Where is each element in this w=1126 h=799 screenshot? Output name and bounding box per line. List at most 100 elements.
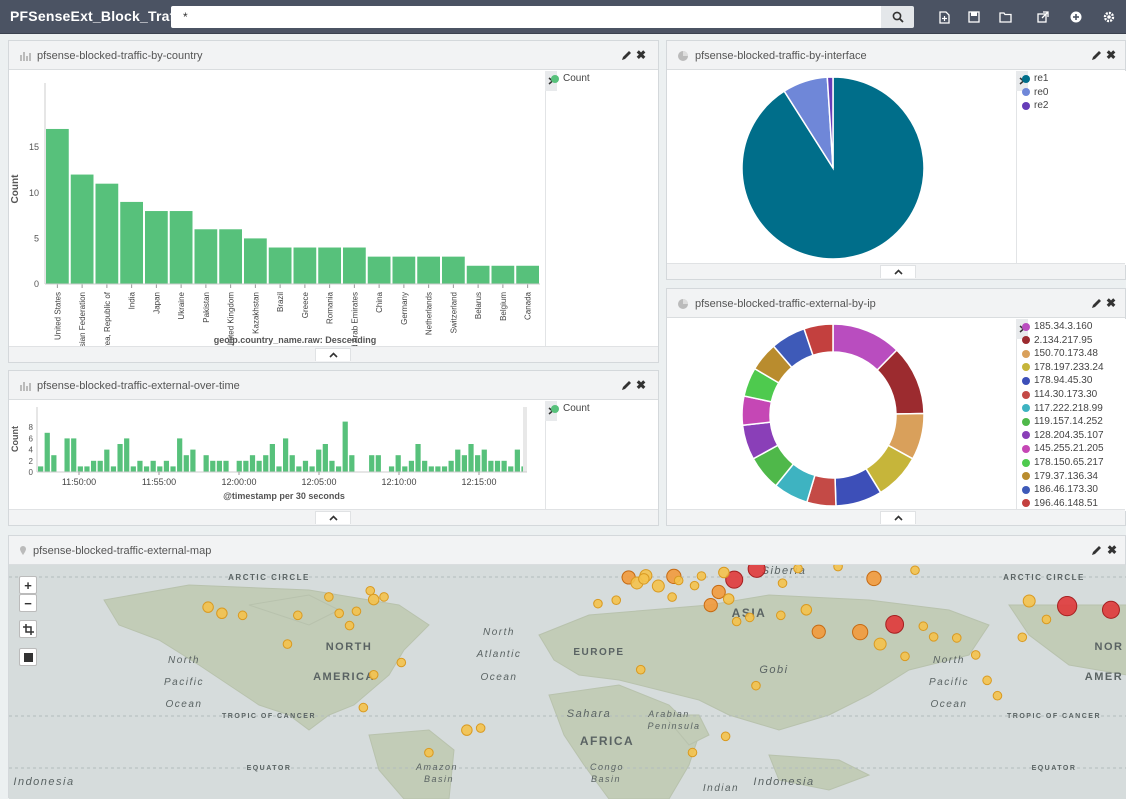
- legend-item[interactable]: 179.37.136.34: [1022, 471, 1098, 482]
- draw-rectangle-button[interactable]: [19, 648, 37, 666]
- collapse-toggle[interactable]: [880, 265, 916, 278]
- crop-button[interactable]: [19, 620, 37, 638]
- bar: [461, 455, 468, 472]
- close-icon[interactable]: ✖: [1107, 543, 1118, 557]
- panel-title: pfsense-blocked-traffic-external-by-ip: [695, 298, 876, 310]
- x-tick-label: Canada: [524, 291, 533, 320]
- bar: [335, 466, 342, 472]
- legend-item[interactable]: 196.46.148.51: [1022, 498, 1098, 509]
- legend-swatch: [1022, 336, 1030, 345]
- pencil-icon[interactable]: [621, 50, 632, 61]
- time-range-shade: [523, 407, 527, 472]
- save-icon[interactable]: [966, 9, 982, 25]
- new-dashboard-icon[interactable]: [936, 9, 952, 25]
- map-point: [720, 731, 731, 742]
- close-icon[interactable]: ✖: [636, 378, 647, 392]
- map-label: AMER: [1085, 671, 1123, 683]
- legend-item[interactable]: 114.30.173.30: [1022, 389, 1097, 400]
- panel-title: pfsense-blocked-traffic-by-interface: [695, 50, 867, 62]
- bar: [163, 460, 170, 472]
- bar: [415, 444, 421, 472]
- query-input[interactable]: [171, 6, 881, 28]
- legend-item[interactable]: Count: [551, 403, 590, 414]
- map-label: NOR: [1095, 641, 1124, 653]
- collapse-toggle[interactable]: [880, 511, 916, 524]
- legend-item[interactable]: 185.34.3.160: [1022, 321, 1092, 332]
- legend-item[interactable]: 128.204.35.107: [1022, 430, 1104, 441]
- x-tick-label: China: [375, 291, 384, 312]
- share-icon[interactable]: [1035, 9, 1051, 25]
- map-point: [703, 598, 718, 613]
- legend-item[interactable]: 145.255.21.205: [1022, 443, 1104, 454]
- bar: [157, 466, 163, 472]
- legend-label: re0: [1034, 86, 1049, 98]
- map-point: [344, 620, 355, 631]
- legend-item[interactable]: 178.197.233.24: [1022, 362, 1104, 373]
- x-tick-label: 11:55:00: [142, 477, 176, 487]
- map-point: [885, 614, 905, 634]
- map-point: [673, 575, 684, 586]
- legend-item[interactable]: 150.70.173.48: [1022, 348, 1098, 359]
- map-label: Ocean: [481, 672, 518, 683]
- map-point: [202, 601, 214, 613]
- bar: [64, 438, 70, 472]
- add-panel-icon[interactable]: [1068, 9, 1084, 25]
- bar: [375, 455, 381, 472]
- close-icon[interactable]: ✖: [1106, 48, 1117, 62]
- zoom-in-button[interactable]: +: [19, 576, 37, 594]
- pencil-icon[interactable]: [621, 380, 632, 391]
- close-icon[interactable]: ✖: [636, 48, 647, 62]
- x-tick-label: Korea, Republic of: [103, 291, 112, 349]
- y-tick-label: 0: [29, 468, 34, 477]
- map-label: ARCTIC CIRCLE: [1003, 573, 1085, 582]
- bar: [369, 455, 375, 472]
- interface-pie-chart: [741, 76, 925, 260]
- legend-item[interactable]: Count: [551, 73, 590, 84]
- open-icon[interactable]: [998, 9, 1014, 25]
- legend-swatch: [551, 404, 559, 413]
- options-icon[interactable]: [1101, 9, 1117, 25]
- close-icon[interactable]: ✖: [1106, 296, 1117, 310]
- map-point: [918, 621, 929, 632]
- legend-item[interactable]: 2.134.217.95: [1022, 335, 1092, 346]
- bar: [46, 128, 69, 284]
- pencil-icon[interactable]: [1091, 50, 1102, 61]
- legend-item[interactable]: re1: [1022, 73, 1048, 84]
- collapse-toggle[interactable]: [315, 348, 351, 361]
- map-label: Peninsula: [647, 721, 700, 731]
- legend-item[interactable]: 186.46.173.30: [1022, 484, 1098, 495]
- x-tick-label: India: [128, 291, 137, 309]
- legend-item[interactable]: re2: [1022, 100, 1048, 111]
- bar: [38, 466, 44, 472]
- bar: [342, 421, 348, 472]
- zoom-out-button[interactable]: −: [19, 594, 37, 612]
- bar: [117, 444, 123, 472]
- map-point: [722, 593, 735, 605]
- bar-chart-icon: [20, 382, 31, 391]
- panel-header: pfsense-blocked-traffic-by-interface ✖: [667, 41, 1125, 70]
- land-mass: [768, 754, 871, 791]
- legend-item[interactable]: 119.157.14.252: [1022, 416, 1103, 427]
- collapse-toggle[interactable]: [315, 511, 351, 524]
- y-tick-label: 8: [29, 423, 34, 432]
- chevron-up-icon: [893, 269, 903, 275]
- legend-swatch: [1022, 322, 1030, 331]
- legend-item[interactable]: 178.94.45.30: [1022, 375, 1092, 386]
- legend-item[interactable]: re0: [1022, 87, 1048, 98]
- pencil-icon[interactable]: [1091, 545, 1102, 556]
- bar: [283, 438, 289, 472]
- bar: [137, 460, 143, 472]
- pencil-icon[interactable]: [1091, 298, 1102, 309]
- bar: [219, 229, 242, 284]
- bar: [183, 455, 189, 472]
- map-point: [368, 670, 379, 680]
- map-point: [928, 632, 939, 642]
- legend-item[interactable]: 178.150.65.217: [1022, 457, 1104, 468]
- legend-label: Count: [563, 403, 590, 414]
- legend-item[interactable]: 117.222.218.99: [1022, 403, 1103, 414]
- legend-label: re2: [1034, 100, 1049, 111]
- map-label: Arabian: [647, 709, 690, 719]
- legend-label: 186.46.173.30: [1034, 484, 1098, 496]
- search-button[interactable]: [881, 6, 914, 28]
